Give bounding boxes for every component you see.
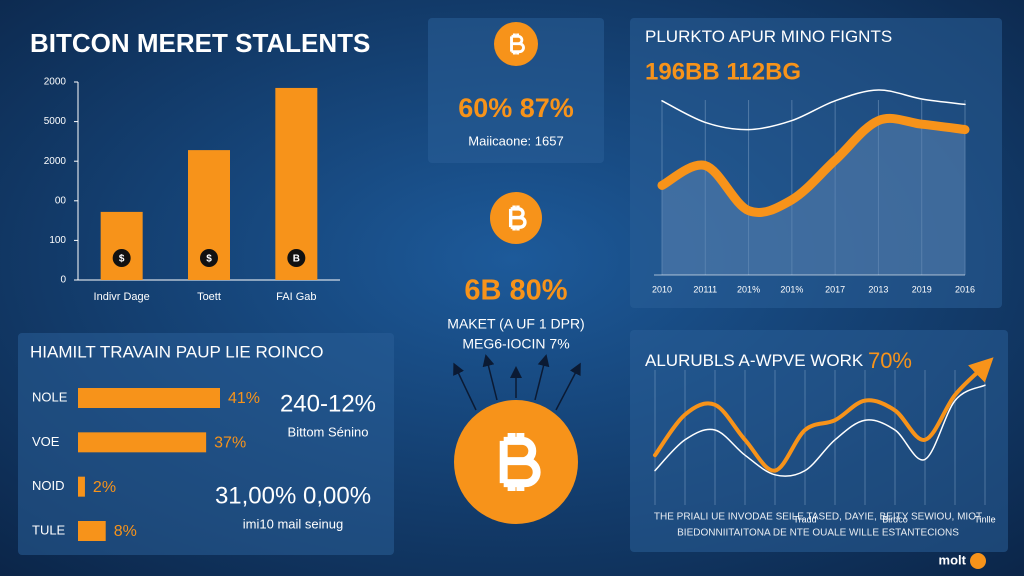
bar	[78, 476, 85, 497]
x-tick-label: 2017	[825, 284, 845, 294]
stat: 6B 80%	[464, 275, 567, 307]
bar-icon: $	[206, 254, 212, 265]
y-tick-label: NOLE	[32, 389, 68, 404]
y-tick-label: 5000	[44, 116, 67, 127]
stat: 60% 87%	[458, 93, 574, 123]
y-tick-label: 2000	[44, 156, 67, 167]
bar-icon-bg	[287, 249, 306, 267]
x-tick-label: Toett	[197, 291, 221, 303]
line	[657, 113, 970, 217]
bar	[78, 521, 106, 541]
panel	[630, 330, 1008, 552]
bitcoin-symbol	[508, 203, 527, 233]
bar	[78, 432, 207, 453]
y-tick-label: 0	[60, 275, 66, 286]
bar	[100, 211, 143, 280]
line	[653, 357, 994, 473]
bitcoin-symbol	[510, 31, 525, 56]
value-label: 2%	[93, 479, 116, 496]
line	[661, 89, 966, 131]
y-tick-label: TULE	[32, 522, 66, 537]
logo: molt	[939, 552, 967, 567]
x-tick-label: Birdco	[882, 514, 908, 524]
bar	[78, 388, 220, 408]
stat: 240-12%	[280, 390, 376, 417]
y-tick-label: 100	[49, 235, 66, 246]
x-tick-label: 2013	[868, 284, 888, 294]
stat-caption: MEG6-IOCIN 7%	[462, 336, 569, 352]
stat: 31,00% 0,00%	[215, 482, 371, 509]
x-tick-label: Tinlle	[974, 514, 995, 524]
bar-icon: B	[293, 254, 300, 265]
bar-icon-bg	[112, 249, 131, 267]
bar	[275, 87, 318, 280]
x-tick-label: 20111	[693, 284, 717, 294]
bar-icon: $	[119, 254, 125, 265]
chart-title: ALURUBLS A-WPVE WORK 70%	[645, 348, 912, 373]
value-label: 37%	[214, 435, 246, 452]
x-tick-label: 201%	[737, 284, 760, 294]
chart-title-highlight: 70%	[868, 348, 912, 373]
y-tick-label: 2000	[44, 77, 67, 88]
x-tick-label: Tradd	[793, 514, 816, 524]
title: BITCON MERET STALENTS	[30, 28, 370, 58]
caption: BIEDONNIITAITONA DE NTE OUALE WILLE ESTA…	[677, 528, 959, 539]
bitcoin-symbol	[504, 433, 537, 491]
stat-caption: Bittom Sénino	[288, 424, 369, 439]
line	[654, 384, 986, 477]
x-tick-label: 2019	[912, 284, 932, 294]
chart-title-text: PLURKTO APUR MINO FIGNTS	[645, 27, 892, 46]
chart-subtitle: 196BB 112BG	[645, 58, 801, 85]
arrows	[453, 354, 581, 411]
area	[662, 118, 965, 276]
caption: THE PRIALI UE INVODAE SEILE TASED, DAYIE…	[654, 512, 982, 523]
stat-caption: Maiicaone: 1657	[468, 133, 563, 148]
chart-title: HIAMILT TRAVAIN PAUP LIE ROINCO	[30, 342, 323, 361]
panel	[428, 18, 604, 163]
logo-icon	[970, 553, 986, 569]
value-label: 41%	[228, 390, 260, 407]
y-tick-label: 00	[55, 195, 67, 206]
x-tick-label: FAI Gab	[276, 291, 316, 303]
x-tick-label: 2010	[652, 284, 672, 294]
stat-caption: imi10 mail seinug	[243, 516, 343, 531]
x-tick-label: Indivr Dage	[94, 291, 150, 303]
chart-title: PLURKTO APUR MINO FIGNTS	[645, 27, 892, 46]
x-tick-label: 201%	[780, 284, 803, 294]
x-tick-label: 2016	[955, 284, 975, 294]
bar-icon-bg	[200, 249, 218, 267]
y-tick-label: NOID	[32, 478, 65, 493]
stat-caption: MAKET (A UF 1 DPR)	[447, 316, 584, 332]
chart-title-text: ALURUBLS A-WPVE WORK	[645, 351, 864, 370]
value-label: 8%	[114, 523, 137, 540]
y-tick-label: VOE	[32, 434, 60, 449]
